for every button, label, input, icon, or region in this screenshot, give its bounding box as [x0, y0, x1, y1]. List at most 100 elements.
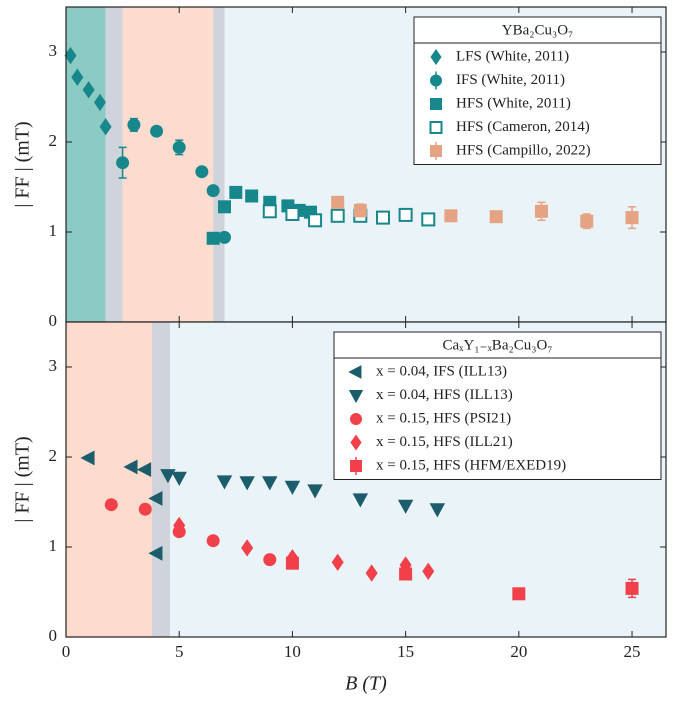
marker [239, 476, 255, 491]
legend-marker [348, 390, 364, 404]
x-tick-label: 20 [510, 642, 527, 661]
marker [195, 165, 209, 179]
legend-marker [350, 434, 362, 451]
marker [104, 498, 118, 512]
marker [138, 502, 152, 516]
marker [353, 203, 367, 217]
marker [116, 156, 130, 170]
region [122, 7, 214, 322]
x-tick-label: 15 [397, 642, 414, 661]
legend-marker [430, 98, 442, 110]
marker [206, 184, 220, 198]
marker [64, 46, 77, 65]
legend-title: YBa₂Cu₃O₇ [502, 22, 574, 38]
legend-marker [430, 48, 442, 66]
marker [127, 118, 141, 132]
marker [331, 553, 344, 571]
marker [534, 204, 548, 218]
marker [307, 484, 323, 499]
region [66, 322, 153, 637]
marker [444, 209, 458, 223]
marker [71, 68, 84, 86]
marker [429, 503, 446, 518]
marker [422, 562, 435, 580]
legend-box [413, 16, 662, 165]
y-tick-label: 2 [49, 131, 58, 150]
x-tick-label: 10 [284, 642, 301, 661]
marker [263, 553, 277, 567]
legend-marker [429, 121, 443, 134]
marker [99, 118, 112, 136]
marker [148, 545, 163, 561]
legend-label: HFS (Campillo, 2022) [456, 142, 591, 158]
legend-label: x = 0.15, HFS (HFM/EXED19) [376, 457, 566, 473]
legend-marker [350, 413, 362, 425]
marker [82, 81, 95, 99]
y-tick-label: 0 [49, 311, 58, 330]
legend: YBa₂Cu₃O₇ LFS (White, 2011) IFS (White, 20… [413, 16, 662, 165]
marker [262, 204, 277, 219]
region [105, 7, 123, 322]
legend-label: HFS (Cameron, 2014) [456, 119, 590, 135]
marker [399, 567, 413, 581]
marker [150, 124, 164, 138]
marker [489, 210, 503, 224]
x-axis-label: B (T) [345, 673, 387, 695]
marker [171, 471, 187, 486]
marker [80, 450, 95, 466]
marker [136, 462, 152, 478]
y-tick-label: 0 [49, 626, 58, 645]
marker [512, 587, 526, 601]
legend-marker [350, 460, 362, 472]
marker [217, 230, 231, 244]
marker [625, 581, 639, 595]
region [152, 322, 171, 637]
y-tick-label: 3 [49, 41, 58, 60]
marker [93, 93, 106, 112]
marker [262, 476, 278, 491]
legend-label: HFS (White, 2011) [456, 95, 571, 111]
plot-frame [65, 321, 667, 638]
marker [330, 208, 345, 223]
y-tick-label: 3 [49, 356, 58, 375]
marker [148, 490, 163, 506]
legend-title: CaₓY₁₋ₓBa₂Cu₃O₇ [442, 337, 552, 353]
y-tick-label: 1 [49, 221, 58, 240]
legend-label: IFS (White, 2011) [456, 72, 565, 88]
legend-label: x = 0.04, HFS (ILL13) [376, 387, 513, 403]
marker [398, 207, 413, 222]
y-axis-label: | FF | (mT) [12, 436, 34, 522]
marker [245, 189, 259, 203]
marker [285, 207, 300, 221]
marker [172, 140, 186, 154]
marker [229, 185, 243, 199]
legend-label: x = 0.04, IFS (ILL13) [376, 363, 507, 379]
legend-label: x = 0.15, HFS (PSI21) [376, 410, 511, 426]
marker [331, 195, 345, 209]
x-tick-label: 25 [624, 642, 641, 661]
legend-label: LFS (White, 2011) [456, 48, 569, 64]
marker [352, 493, 369, 508]
y-tick-label: 1 [49, 536, 58, 555]
y-tick-label: 2 [49, 446, 58, 465]
marker [421, 212, 436, 227]
marker [206, 231, 220, 245]
marker [308, 213, 323, 228]
y-axis-label: | FF | (mT) [12, 121, 34, 207]
x-tick-label: 0 [62, 642, 71, 661]
legend-marker [430, 145, 442, 157]
legend-label: x = 0.15, HFS (ILL21) [376, 434, 513, 450]
x-tick-label: 5 [175, 642, 184, 661]
legend-marker [348, 365, 362, 379]
marker [216, 475, 233, 490]
marker [241, 539, 254, 557]
legend-box [333, 331, 662, 480]
marker [217, 200, 231, 214]
marker [284, 480, 301, 495]
marker [206, 534, 220, 548]
marker [173, 516, 186, 535]
marker [365, 564, 378, 582]
marker [123, 459, 138, 475]
region [213, 7, 225, 322]
